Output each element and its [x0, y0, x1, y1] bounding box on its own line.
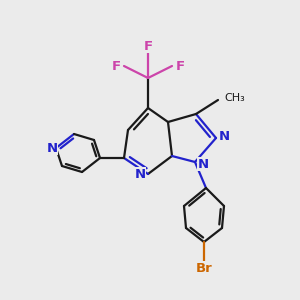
Text: N: N	[218, 130, 230, 142]
Text: F: F	[176, 59, 184, 73]
Text: N: N	[197, 158, 208, 170]
Text: CH₃: CH₃	[224, 93, 245, 103]
Text: Br: Br	[196, 262, 212, 275]
Text: N: N	[46, 142, 58, 154]
Text: F: F	[143, 40, 153, 52]
Text: F: F	[111, 59, 121, 73]
Text: N: N	[134, 167, 146, 181]
